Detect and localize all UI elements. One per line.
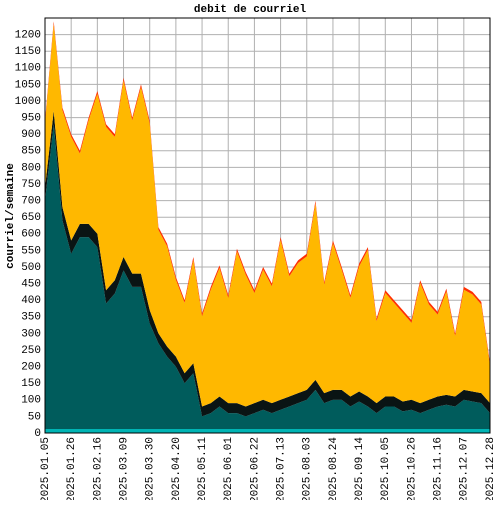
x-tick-label: 2025.03.30 (145, 437, 157, 500)
y-tick-label: 0 (34, 428, 41, 440)
y-tick-label: 950 (21, 113, 41, 125)
y-tick-label: 700 (21, 196, 41, 208)
x-tick-label: 2025.10.05 (380, 437, 392, 500)
plot-frame (44, 17, 491, 434)
x-tick-label: 2025.01.05 (40, 437, 52, 500)
y-tick-label: 150 (21, 378, 41, 390)
x-tick-label: 2025.08.24 (328, 437, 340, 500)
y-tick-label: 850 (21, 146, 41, 158)
y-tick-label: 900 (21, 129, 41, 141)
y-tick-label: 550 (21, 245, 41, 257)
y-tick-label: 450 (21, 279, 41, 291)
x-tick-label: 2025.06.22 (249, 437, 261, 500)
y-tick-label: 650 (21, 212, 41, 224)
x-tick-label: 2025.12.07 (459, 437, 471, 500)
y-tick-label: 1050 (15, 79, 41, 91)
area (45, 23, 490, 407)
y-tick-label: 100 (21, 395, 41, 407)
y-tick-label: 200 (21, 362, 41, 374)
x-tick-label: 2025.08.03 (302, 437, 314, 500)
y-tick-label: 1150 (15, 46, 41, 58)
y-axis-label: courriel/semaine (5, 163, 17, 269)
x-tick-label: 2025.04.20 (171, 437, 183, 500)
x-tick-label: 2025.02.16 (92, 437, 104, 500)
x-tick-label: 2025.11.16 (433, 437, 445, 500)
x-tick-label: 2025.07.13 (275, 437, 287, 500)
y-tick-label: 1000 (15, 96, 41, 108)
y-tick-label: 1200 (15, 30, 41, 42)
chart-title: debit de courriel (194, 4, 307, 16)
y-tick-label: 750 (21, 179, 41, 191)
x-tick-label: 2025.03.09 (118, 437, 130, 500)
x-tick-label: 2025.09.14 (354, 437, 366, 500)
y-tick-label: 350 (21, 312, 41, 324)
x-tick-label: 2025.10.26 (406, 437, 418, 500)
y-tick-label: 1100 (15, 63, 41, 75)
x-tick-label: 2025.01.26 (66, 437, 78, 500)
y-tick-label: 600 (21, 229, 41, 241)
x-tick-label: 2025.05.11 (197, 437, 209, 500)
y-tick-label: 800 (21, 162, 41, 174)
x-tick-label: 2025.12.28 (485, 437, 497, 500)
y-tick-label: 250 (21, 345, 41, 357)
x-tick-label: 2025.06.01 (223, 437, 235, 500)
y-tick-label: 500 (21, 262, 41, 274)
y-tick-label: 300 (21, 328, 41, 340)
y-tick-label: 50 (28, 411, 41, 423)
area (45, 124, 490, 430)
area (45, 429, 490, 433)
y-tick-label: 400 (21, 295, 41, 307)
